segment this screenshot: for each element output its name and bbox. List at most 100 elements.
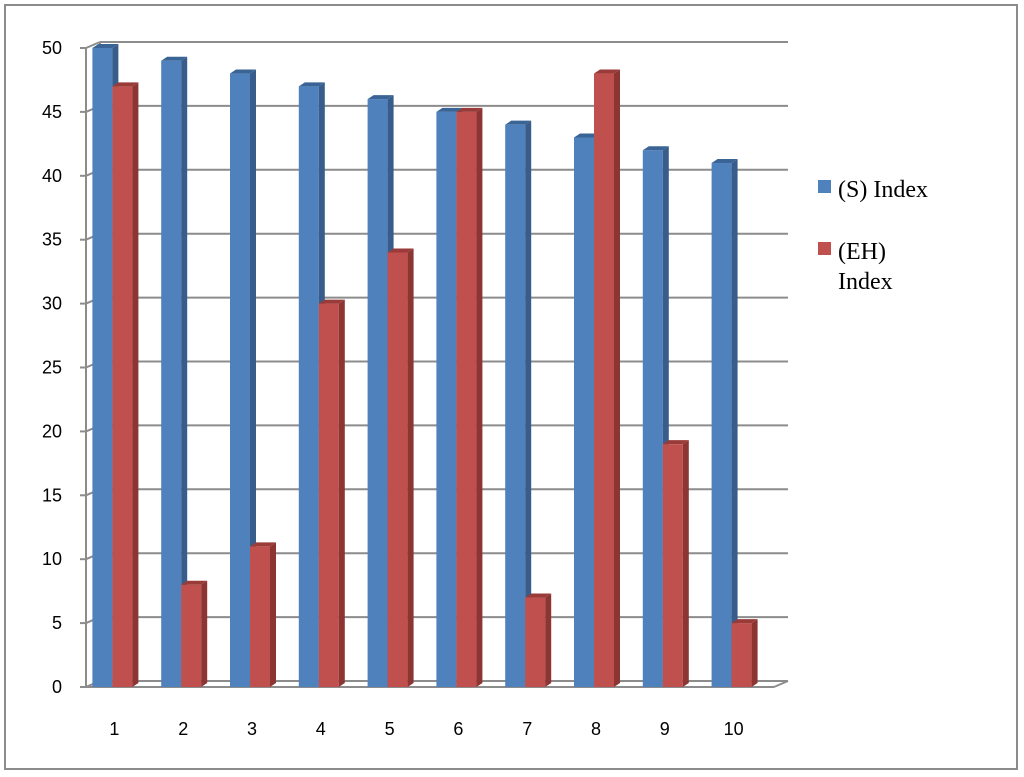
- bar-top: [298, 82, 325, 87]
- bar-side: [338, 299, 345, 687]
- bar-side: [731, 159, 738, 687]
- bar-eh-index-1: [112, 82, 139, 688]
- bar-side: [476, 107, 483, 687]
- bar-side: [682, 440, 689, 687]
- bar-front: [436, 111, 457, 687]
- bar-eh-index-4: [318, 299, 345, 687]
- bar-eh-index-5: [387, 248, 414, 688]
- bar-eh-index-9: [662, 440, 689, 687]
- bar-top: [318, 299, 345, 304]
- y-tick-label: 0: [52, 677, 62, 697]
- x-tick-label: 1: [109, 719, 119, 739]
- bar-side: [181, 56, 188, 687]
- y-tick-label: 20: [42, 421, 62, 441]
- bars: [92, 44, 758, 688]
- chart-frame: 0 5 10 15 20 25 30 35 40 45 50 1 2 3 4 5 6 7 8 9 10 (S) Ind…: [4, 4, 1018, 770]
- y-tick-label: 25: [42, 358, 62, 378]
- y-tick-label: 10: [42, 549, 62, 569]
- y-tick-label: 15: [42, 485, 62, 505]
- x-tick-label: 4: [316, 719, 326, 739]
- bar-s-index-7: [505, 120, 532, 688]
- bar-eh-index-7: [525, 593, 552, 687]
- bar-front: [731, 623, 752, 687]
- gridline-diag: [85, 41, 101, 49]
- bar-front: [387, 252, 408, 688]
- bar-top: [387, 248, 414, 253]
- bar-front: [318, 303, 339, 687]
- x-tick-label: 5: [385, 719, 395, 739]
- y-axis-ticks: 0 5 10 15 20 25 30 35 40 45 50: [42, 38, 62, 697]
- bar-top: [594, 69, 620, 74]
- legend-label: (S) Index: [838, 177, 928, 203]
- bar-front: [250, 546, 270, 687]
- bar-front: [112, 86, 133, 688]
- x-tick-label: 2: [178, 719, 188, 739]
- x-tick-label: 7: [522, 719, 532, 739]
- bar-s-index-10: [711, 159, 738, 687]
- bar-eh-index-8: [594, 69, 620, 687]
- bar-side: [525, 120, 532, 688]
- y-tick-label: 40: [42, 166, 62, 186]
- bar-top: [711, 159, 738, 164]
- x-tick-label: 10: [724, 719, 744, 739]
- bar-top: [250, 542, 276, 547]
- y-tick-label: 5: [52, 613, 62, 633]
- bar-side: [614, 69, 620, 687]
- legend-swatch: [818, 242, 831, 255]
- x-tick-label: 9: [660, 719, 670, 739]
- bar-top: [456, 107, 483, 112]
- floor-edge: [773, 680, 789, 688]
- bar-front: [594, 73, 614, 687]
- bar-side: [407, 248, 414, 688]
- bar-front: [161, 60, 182, 687]
- bar-front: [642, 150, 663, 688]
- bar-front: [92, 48, 113, 687]
- legend-label: Index: [838, 269, 893, 295]
- bar-top: [505, 120, 532, 125]
- bar-side: [201, 580, 208, 687]
- bar-eh-index-3: [250, 542, 276, 687]
- bar-top: [367, 95, 394, 100]
- y-tick-label: 35: [42, 230, 62, 250]
- bar-top: [574, 133, 600, 138]
- bar-s-index-3: [230, 69, 256, 687]
- bar-front: [230, 73, 250, 687]
- bar-top: [112, 82, 139, 87]
- bar-front: [367, 99, 388, 688]
- bar-front: [181, 584, 202, 687]
- bar-front: [574, 137, 594, 687]
- x-tick-label: 8: [591, 719, 601, 739]
- bar-front: [662, 444, 683, 687]
- bar-eh-index-10: [731, 619, 758, 687]
- bar-top: [662, 440, 689, 445]
- bar-top: [731, 619, 758, 624]
- y-tick-label: 30: [42, 294, 62, 314]
- x-tick-label: 6: [453, 719, 463, 739]
- bar-front: [525, 597, 546, 687]
- bar-front: [711, 163, 732, 687]
- legend-swatch: [818, 180, 831, 193]
- bar-top: [436, 107, 463, 112]
- bar-side: [751, 619, 758, 687]
- bar-side: [545, 593, 552, 687]
- bar-top: [642, 146, 669, 151]
- bar-eh-index-6: [456, 107, 483, 687]
- bar-front: [505, 124, 526, 688]
- legend-label: (EH): [838, 239, 886, 265]
- bar-front: [298, 86, 319, 688]
- bar-top: [525, 593, 552, 598]
- bar-top: [92, 44, 119, 48]
- bar-side: [250, 69, 256, 687]
- x-tick-label: 3: [247, 719, 257, 739]
- x-axis-ticks: 1 2 3 4 5 6 7 8 9 10: [109, 719, 743, 739]
- bar-side: [132, 82, 139, 688]
- y-tick-label: 45: [42, 102, 62, 122]
- bar-eh-index-2: [181, 580, 208, 687]
- bar-top: [181, 580, 208, 585]
- bar-top: [161, 56, 188, 61]
- y-tick-label: 50: [42, 38, 62, 58]
- bar-s-index-2: [161, 56, 188, 687]
- bar-side: [270, 542, 276, 687]
- bar-front: [456, 111, 477, 687]
